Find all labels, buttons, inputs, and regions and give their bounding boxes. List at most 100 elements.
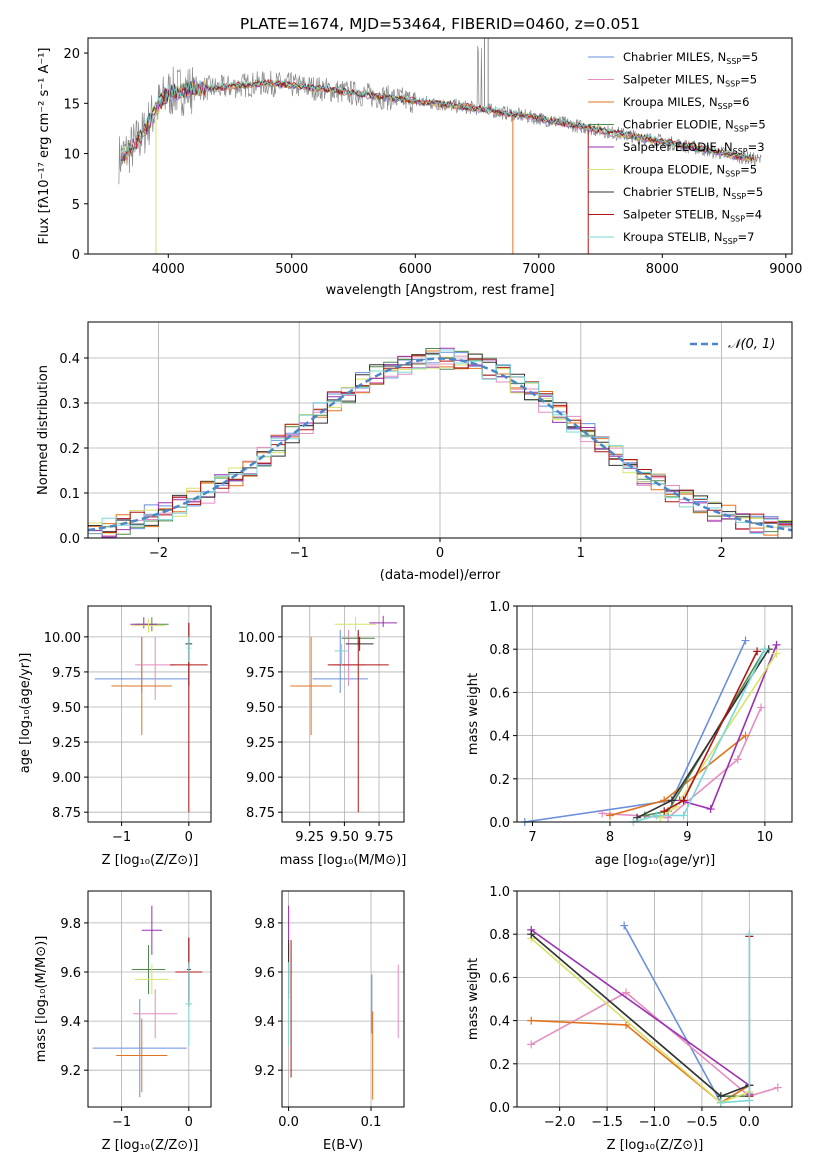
legend-label-4: Salpeter ELODIE, NSSP=3 [623, 140, 765, 156]
p2-xtick-label: 9.50 [330, 830, 359, 845]
p6-ytick-label: 1.0 [489, 885, 510, 900]
p2-ytick-label: 8.75 [246, 806, 275, 821]
p3-marker-1 [598, 809, 607, 818]
p6-frame [516, 890, 793, 1108]
p4-xtick-label: −1 [112, 1115, 131, 1130]
p3-ytick-label: 1.0 [489, 600, 510, 615]
spectrum-legend: Chabrier MILES, NSSP=5 Salpeter MILES, NS… [588, 50, 766, 246]
residual-xtick-label: 2 [717, 546, 725, 561]
p5-ytick-label: 9.6 [254, 966, 275, 981]
legend-label-3: Chabrier ELODIE, NSSP=5 [623, 118, 766, 134]
residual-xlabel: (data-model)/error [380, 568, 501, 583]
spectrum-ytick-label: 15 [63, 97, 80, 112]
spectrum-xtick-label: 6000 [399, 262, 432, 277]
p6-ytick-label: 0.8 [489, 928, 510, 943]
spectrum-model-line-8 [120, 78, 755, 160]
p1-frame [87, 605, 212, 823]
legend-label-1: Salpeter MILES, NSSP=5 [623, 73, 757, 89]
spectrum-ytick-label: 0 [72, 248, 80, 263]
p6-marker-1 [773, 1083, 782, 1092]
p4-frame [87, 890, 212, 1108]
p6-marker-2 [527, 1016, 536, 1025]
p3-marker-2 [741, 731, 750, 740]
p3-marker-7 [660, 807, 669, 816]
residual-hist-8 [87, 349, 792, 538]
p3-series-3 [644, 648, 766, 817]
p6-series-6 [530, 933, 750, 1098]
p1-xtick-label: 0 [185, 830, 193, 845]
p6-ylabel: mass weight [466, 958, 481, 1040]
p6-series-0 [623, 925, 750, 1104]
residual-xtick-label: −2 [149, 546, 168, 561]
p1-ytick-label: 9.75 [52, 666, 81, 681]
spectrum-xtick-label: 5000 [275, 262, 308, 277]
p2-ytick-label: 9.75 [246, 666, 275, 681]
spectrum-ytick-label: 5 [72, 198, 80, 213]
p1-ytick-label: 9.50 [52, 701, 81, 716]
panel-mass-vs-z: −1 0 9.2 9.4 9.6 9.8 [60, 890, 212, 1130]
legend-label-8: Kroupa STELIB, NSSP=7 [623, 230, 754, 246]
legend-label-2: Kroupa MILES, NSSP=6 [623, 95, 749, 111]
p4-ytick-label: 9.6 [60, 966, 81, 981]
p6-xtick-label: 0.0 [739, 1115, 760, 1130]
p6-marker-8 [745, 1096, 754, 1105]
residual-ytick-label: 0.3 [59, 397, 80, 412]
residual-ytick-label: 0.2 [59, 442, 80, 457]
p6-marker-6 [527, 930, 536, 939]
p3-series-8 [632, 648, 766, 823]
p4-xtick-label: 0 [185, 1115, 193, 1130]
p3-xlabel: age [log₁₀(age/yr)] [595, 853, 716, 868]
p2-ytick-label: 9.00 [246, 771, 275, 786]
p2-xtick-label: 9.25 [295, 830, 324, 845]
residual-plot [87, 322, 793, 539]
spectrum-xlabel: wavelength [Angstrom, rest frame] [326, 283, 555, 298]
residual-ytick-label: 0.0 [59, 532, 80, 547]
residual-ylabel: Normed distribution [36, 365, 51, 495]
p6-marker-8 [716, 1098, 725, 1107]
p5-ytick-label: 9.8 [254, 917, 275, 932]
legend-label-7: Salpeter STELIB, NSSP=4 [623, 208, 762, 224]
p3-series-0 [524, 640, 747, 823]
p3-xtick-label: 10 [757, 830, 774, 845]
p1-ytick-label: 10.00 [44, 631, 81, 646]
panel-weight-vs-z: −2.0 −1.5 −1.0 −0.5 0.0 0.0 0.2 0.4 0.6 0.8 1.0 [489, 885, 793, 1130]
p6-series-1 [530, 991, 779, 1098]
spectrum-ytick-label: 10 [63, 148, 80, 163]
p3-series-1 [602, 707, 762, 819]
residual-xtick-label: −1 [290, 546, 309, 561]
p3-marker-5 [772, 649, 781, 658]
residual-xticks: −2 −1 0 1 2 [149, 538, 726, 561]
panel-age-vs-z: −1 0 8.75 9.00 9.25 9.50 9.75 10.00 [44, 605, 212, 845]
p5-xtick-label: 0.0 [278, 1115, 299, 1130]
legend-label-0: Chabrier MILES, NSSP=5 [623, 50, 758, 66]
legend-label-6: Chabrier STELIB, NSSP=5 [623, 185, 763, 201]
spectrum-title: PLATE=1674, MJD=53464, FIBERID=0460, z=0… [240, 15, 640, 33]
p5-xlabel: E(B-V) [323, 1138, 363, 1153]
p3-marker-8 [760, 645, 769, 654]
p6-ytick-label: 0.2 [489, 1058, 510, 1073]
p6-marker-1 [527, 1040, 536, 1049]
spectrum-panel: PLATE=1674, MJD=53464, FIBERID=0460, z=0… [37, 15, 802, 298]
p5-ytick-label: 9.2 [254, 1064, 275, 1079]
p3-marker-1 [733, 755, 742, 764]
residual-ytick-label: 0.1 [59, 487, 80, 502]
gaussian-legend-label: 𝒩(0, 1) [728, 337, 775, 352]
p6-xlabel: Z [log₁₀(Z/Z⊙)] [607, 1138, 704, 1153]
p3-frame [516, 605, 793, 823]
p3-ytick-label: 0.6 [489, 686, 510, 701]
p3-marker-7 [753, 647, 762, 656]
residual-xtick-label: 1 [577, 546, 585, 561]
p3-xtick-label: 9 [683, 830, 691, 845]
spectrum-frame [87, 37, 793, 255]
p3-marker-7 [679, 796, 688, 805]
legend-label-5: Kroupa ELODIE, NSSP=5 [623, 163, 757, 179]
panel-mass-vs-ebv: 0.0 0.1 9.2 9.4 9.6 9.8 [254, 890, 405, 1130]
p3-xtick-label: 8 [606, 830, 614, 845]
spectrum-ytick-label: 20 [63, 47, 80, 62]
p2-ytick-label: 9.25 [246, 736, 275, 751]
p3-ytick-label: 0.2 [489, 773, 510, 788]
spectrum-ylabel: Flux [fλ10⁻¹⁷ erg cm⁻² s⁻¹ A⁻¹] [37, 48, 52, 245]
p3-marker-4 [772, 640, 781, 649]
p3-marker-4 [706, 805, 715, 814]
